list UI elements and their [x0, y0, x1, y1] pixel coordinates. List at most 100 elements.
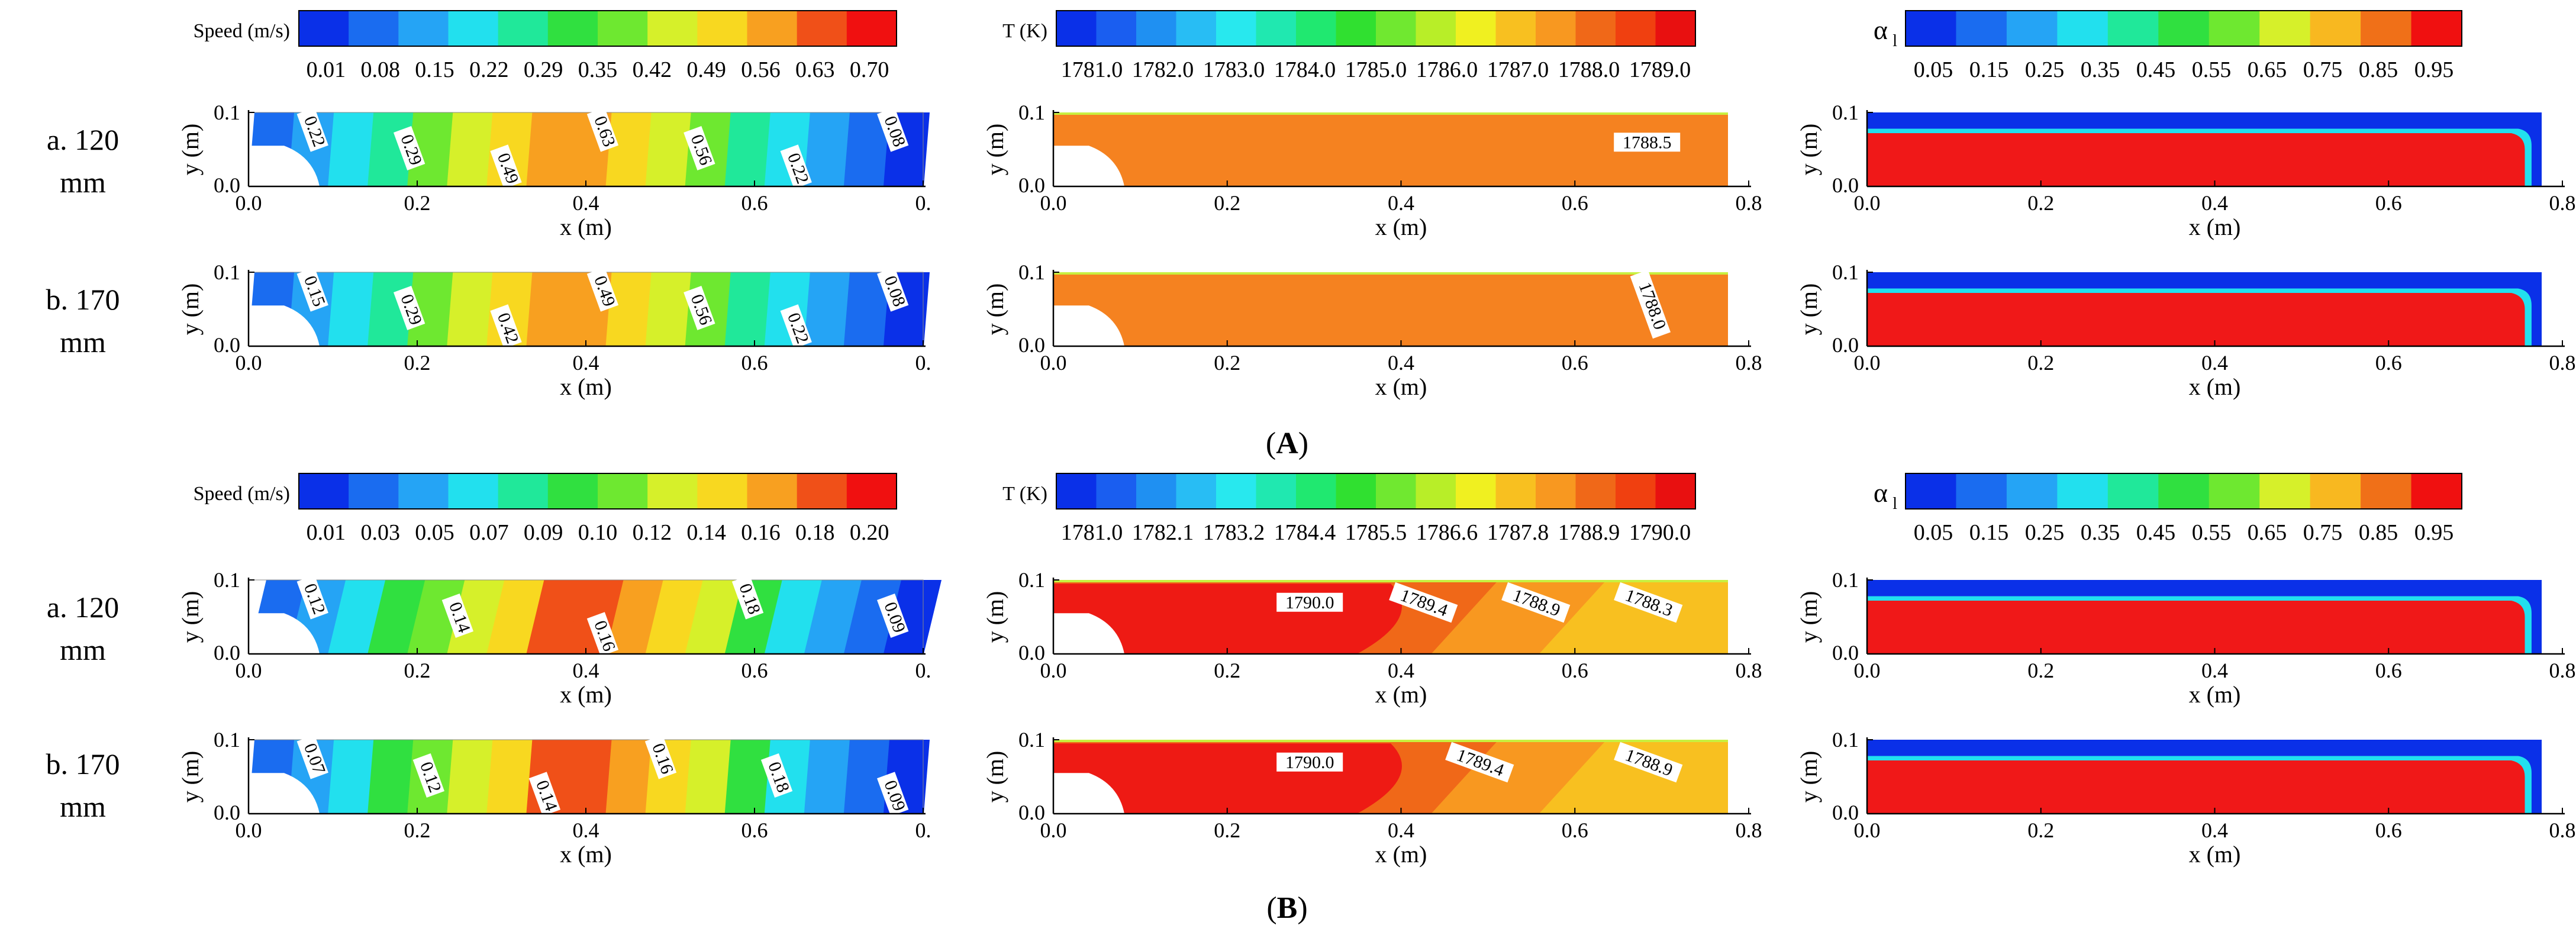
alpha-axes-0-1-xtick-label: 0.0 — [1854, 351, 1881, 375]
temperature-legend-1-tick-label: 1788.9 — [1558, 520, 1620, 545]
temperature-axes-1-0-ytick-label-0: 0.0 — [1018, 641, 1045, 665]
alpha-axes-1-1-xtick-label: 0.2 — [2027, 818, 2054, 842]
speed-field-0-1-band — [804, 272, 850, 346]
alpha-axes-1-1-xtick-label: 0.4 — [2201, 818, 2228, 842]
alpha-legend-0-tick-label: 0.25 — [2025, 57, 2065, 82]
speed-field-0-1-contour-label-bg — [684, 286, 715, 330]
alpha-axes-1-1-xtick-label: 0.0 — [1854, 818, 1881, 842]
alpha-legend-0-tick-label: 0.75 — [2303, 57, 2343, 82]
speed-axes-1-1-ylabel: y (m) — [177, 751, 204, 803]
alpha-axes-1-0-xtick-label: 0.4 — [2201, 659, 2228, 682]
temperature-axes-0-0-xtick-label: 0.4 — [1388, 191, 1414, 215]
alpha-axes-1-1-ytick-label-1: 0.1 — [1832, 728, 1859, 752]
speed-legend-1-tick-label: 0.20 — [850, 520, 889, 545]
temperature-field-1-1-contour-label: 1790.0 — [1276, 752, 1343, 772]
speed-axes-0-1-xtick-label: 0.6 — [741, 351, 768, 375]
temperature-axes-0-0-ytick-label-1: 0.1 — [1018, 101, 1045, 124]
alpha-axes-0-0-xtick-label: 0.8 — [2549, 191, 2576, 215]
temperature-legend-1-swatch — [1296, 473, 1337, 509]
speed-field-0-1-band — [407, 272, 454, 346]
alpha-field-1-1-molten — [1867, 760, 2525, 814]
alpha-legend-0-tick-label: 0.55 — [2192, 57, 2232, 82]
speed-axes-0-0: 0.0 0.2 0.4 0.6 0. x (m) 0.0 0.1 y (m) — [177, 101, 931, 240]
temperature-axes-1-1-ytick-label-1: 0.1 — [1018, 728, 1045, 752]
temperature-axes-1-0-xtick-label: 0.4 — [1388, 659, 1414, 682]
temperature-legend-0-swatch — [1616, 11, 1656, 46]
speed-field-0-0-band — [526, 112, 573, 186]
temperature-axes-0-0-xtick-label: 0.8 — [1736, 191, 1762, 215]
alpha-axes-0-1-ylabel: y (m) — [1795, 283, 1822, 336]
speed-field-1-0-band — [486, 580, 545, 654]
speed-axes-1-1-xtick-label: 0.6 — [741, 818, 768, 842]
speed-legend-1-tick-label: 0.05 — [415, 520, 454, 545]
temperature-legend-1-swatch — [1616, 473, 1656, 509]
alpha-axes-1-0-xtick-label: 0.8 — [2549, 659, 2576, 682]
alpha-axes-0-1-xlabel: x (m) — [2189, 373, 2241, 400]
temperature-field-1-0-inlet — [1053, 613, 1124, 654]
speed-axes-0-0-xtick-label: 0.4 — [573, 191, 599, 215]
speed-field-1-0-contour-label-bg — [441, 594, 474, 638]
speed-legend-1-tick-label: 0.12 — [633, 520, 672, 545]
temperature-axes-1-0-xtick-label: 0.8 — [1736, 659, 1762, 682]
temperature-axes-0-1-xtick-label: 0.4 — [1388, 351, 1414, 375]
speed-axes-0-0-xtick-label: 0.6 — [741, 191, 768, 215]
speed-legend-0-tick-label: 0.29 — [524, 57, 563, 82]
speed-field-0-1-contour-label-bg — [490, 304, 522, 349]
speed-field-1-0-band — [883, 580, 942, 654]
temperature-axes-1-1-xlabel: x (m) — [1375, 841, 1427, 868]
temperature-legend-0-tick-label: 1785.0 — [1345, 57, 1407, 82]
speed-axes-0-0-ytick-label-1: 0.1 — [214, 101, 240, 124]
speed-field-0-1-contour-label-bg — [586, 267, 619, 312]
speed-field-0-0-contour-label-bg — [780, 144, 812, 189]
alpha-legend-1-tick-label: 0.05 — [1914, 520, 1953, 545]
speed-field-1-0-contour-label-bg — [296, 575, 328, 620]
temperature-legend-1-swatch — [1655, 473, 1696, 509]
speed-field-0-1-band — [328, 272, 375, 346]
speed-legend-0-tick-label: 0.08 — [360, 57, 400, 82]
speed-field-1-1-band — [447, 740, 494, 814]
alpha-legend-0-swatch — [1956, 11, 2007, 46]
alpha-legend-title-0-sub: l — [1892, 32, 1897, 50]
alpha-axes-1-0-ylabel: y (m) — [1795, 591, 1822, 643]
alpha-axes-1-0-xtick-label: 0.2 — [2027, 659, 2054, 682]
speed-axes-0-1: 0.0 0.2 0.4 0.6 0. x (m) 0.0 0.1 y (m) — [177, 260, 931, 400]
alpha-axes-1-0-xtick-label: 0.0 — [1854, 659, 1881, 682]
speed-field-1-1-band — [605, 740, 652, 814]
speed-legend-0-swatch — [349, 11, 399, 46]
alpha-legend-0-swatch — [1906, 11, 1957, 46]
row-label-a-120-B: a. 120 mm — [46, 591, 120, 666]
speed-field-0-1-band — [843, 272, 890, 346]
speed-field-1-1-contour-label: 0.16 — [644, 734, 677, 779]
alpha-legend-1-tick-label: 0.95 — [2414, 520, 2454, 545]
speed-field-1-1-contour-label-bg — [296, 734, 328, 779]
speed-legend-1-tick-label: 0.07 — [469, 520, 509, 545]
speed-legend-1-swatch — [747, 473, 798, 509]
alpha-legend-0-tick-label: 0.45 — [2136, 57, 2176, 82]
speed-axes-1-0-xtick-label: 0. — [915, 659, 931, 682]
temperature-axes-0-0-xtick-label: 0.6 — [1562, 191, 1588, 215]
speed-axes-1-0-xlabel: x (m) — [560, 681, 612, 708]
temperature-field-1-0-contour-label: 1790.0 — [1276, 592, 1343, 612]
speed-legend-0: 0.01 0.08 0.15 0.22 0.29 0.35 0.42 0.49 0.56 0.63… — [194, 10, 897, 82]
speed-axes-1-1-ytick-label-0: 0.0 — [214, 801, 240, 824]
temperature-legend-1-swatch — [1495, 473, 1536, 509]
speed-legend-0-swatch — [547, 11, 598, 46]
temperature-legend-1-tick-label: 1783.2 — [1203, 520, 1265, 545]
speed-legend-0-swatch — [747, 11, 798, 46]
alpha-axes-1-1-xtick-label: 0.8 — [2549, 818, 2576, 842]
speed-field-1-1-band — [566, 740, 612, 814]
row-label-b-170-B: b. 170 mm — [46, 747, 120, 823]
speed-field-1-0-contour-label-bg — [731, 575, 764, 620]
speed-field-1-1-band — [367, 740, 414, 814]
temperature-axes-0-0: 0.0 0.2 0.4 0.6 0.8 x (m) 0.0 0.1 y (m) — [982, 101, 1762, 240]
temperature-axes-0-1-xtick-label: 0.2 — [1214, 351, 1240, 375]
speed-field-0-1-contour-label-bg — [876, 267, 909, 312]
temperature-legend-0-swatch — [1176, 11, 1217, 46]
speed-axes-1-0: 0.0 0.2 0.4 0.6 0. x (m) 0.0 0.1 y (m) — [177, 568, 931, 708]
speed-legend-1-swatch — [448, 473, 499, 509]
speed-field-1-0-contour-label-bg — [876, 594, 909, 638]
alpha-legend-0-tick-label: 0.85 — [2359, 57, 2398, 82]
row-label-a-120-A: a. 120 mm — [46, 123, 120, 199]
